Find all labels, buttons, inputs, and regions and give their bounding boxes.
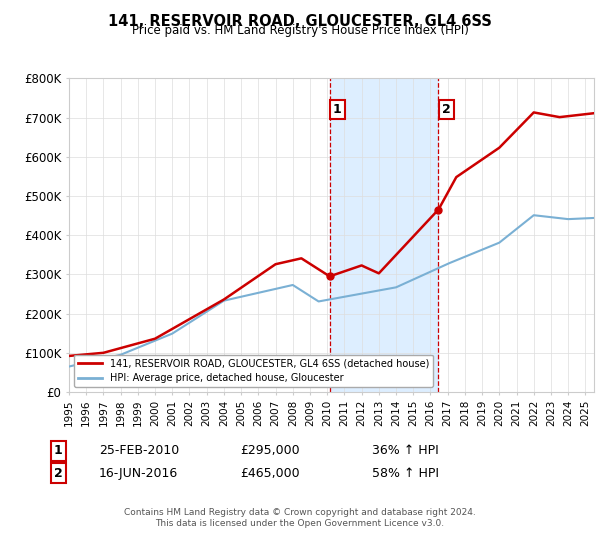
Text: 36% ↑ HPI: 36% ↑ HPI xyxy=(372,444,439,458)
Text: Price paid vs. HM Land Registry's House Price Index (HPI): Price paid vs. HM Land Registry's House … xyxy=(131,24,469,37)
Text: 2: 2 xyxy=(442,103,451,116)
Text: Contains HM Land Registry data © Crown copyright and database right 2024.
This d: Contains HM Land Registry data © Crown c… xyxy=(124,508,476,528)
Text: £295,000: £295,000 xyxy=(240,444,299,458)
Text: 1: 1 xyxy=(333,103,342,116)
Text: £465,000: £465,000 xyxy=(240,466,299,480)
Text: 58% ↑ HPI: 58% ↑ HPI xyxy=(372,466,439,480)
Text: 1: 1 xyxy=(54,444,63,458)
Text: 16-JUN-2016: 16-JUN-2016 xyxy=(99,466,178,480)
Text: 25-FEB-2010: 25-FEB-2010 xyxy=(99,444,179,458)
Text: 141, RESERVOIR ROAD, GLOUCESTER, GL4 6SS: 141, RESERVOIR ROAD, GLOUCESTER, GL4 6SS xyxy=(108,14,492,29)
Text: 2: 2 xyxy=(54,466,63,480)
Legend: 141, RESERVOIR ROAD, GLOUCESTER, GL4 6SS (detached house), HPI: Average price, d: 141, RESERVOIR ROAD, GLOUCESTER, GL4 6SS… xyxy=(74,354,433,387)
